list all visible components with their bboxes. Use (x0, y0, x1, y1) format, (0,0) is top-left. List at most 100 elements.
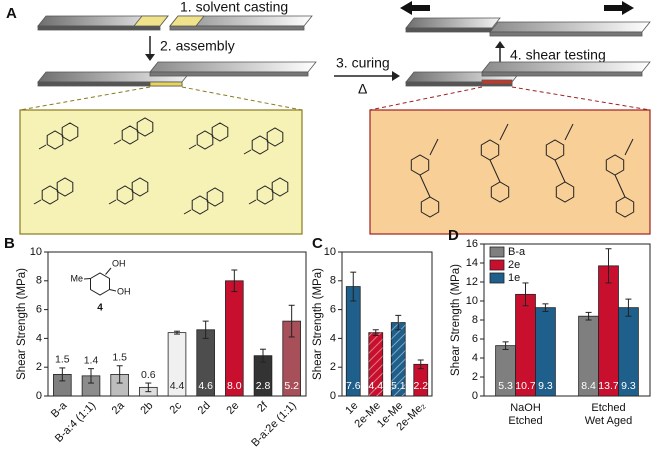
y-axis-title: Shear Strength (MPa) (312, 268, 324, 380)
bond (624, 138, 634, 156)
x-tick-label: 2d (196, 400, 213, 417)
x-tick-label: NaOH (510, 402, 541, 414)
zoom-line (369, 86, 483, 111)
y-tick-label: 12 (466, 276, 478, 288)
ring (191, 195, 209, 215)
value-label: 4.4 (368, 380, 383, 392)
y-tick-label: 10 (30, 246, 42, 258)
zoom-line (181, 86, 303, 111)
value-label: 5.2 (284, 380, 299, 392)
ring (271, 177, 289, 197)
y-tick-label: 2 (472, 371, 478, 383)
value-label: 4.4 (170, 380, 185, 392)
y-tick-label: 2 (36, 361, 42, 373)
assembled-right (405, 61, 651, 87)
bond (113, 139, 122, 145)
zoom-line (511, 86, 651, 111)
ring (136, 117, 154, 137)
y-tick-label: 6 (330, 304, 336, 316)
error-bar (417, 359, 424, 370)
error-bar (350, 271, 357, 302)
error-bar (288, 304, 295, 338)
value-label: 0.6 (141, 369, 156, 381)
y-tick-label: 4 (36, 332, 42, 344)
error-bar (59, 367, 66, 382)
value-label: 1.4 (84, 354, 99, 366)
value-label: 1.5 (55, 354, 70, 366)
bond (564, 123, 574, 141)
y-tick-label: 10 (466, 295, 478, 307)
ring (211, 122, 229, 142)
x-tick-label: Wet Aged (585, 415, 633, 427)
ring (196, 130, 214, 150)
plot-frame (341, 251, 433, 397)
ring (41, 185, 59, 205)
bond (614, 174, 626, 198)
bond (419, 174, 431, 198)
panel-label: D (448, 227, 459, 244)
bar-hatch (368, 332, 383, 396)
ring (256, 185, 274, 205)
x-tick-label: 2b (138, 400, 155, 417)
value-label: 7.6 (346, 380, 361, 392)
error-bar (145, 382, 152, 393)
y-axis-title: Shear Strength (MPa) (16, 268, 28, 380)
bond (489, 159, 501, 183)
legend-swatch (489, 272, 505, 284)
ring (266, 127, 284, 147)
ring (490, 181, 510, 203)
value-label: 9.3 (538, 380, 553, 392)
bond (554, 159, 566, 183)
y-tick-label: 14 (466, 257, 478, 269)
ring (206, 187, 224, 207)
pull-arrow (604, 1, 634, 15)
y-tick-label: 8 (330, 275, 336, 287)
legend-label: 2e (508, 259, 520, 271)
error-bar (625, 298, 632, 317)
step-label: 3. curing (336, 55, 390, 71)
bond (109, 289, 117, 292)
x-tick-label: Etched (508, 415, 542, 427)
panel-label: A (6, 5, 17, 22)
ring (615, 196, 635, 218)
x-tick-label: 2c (167, 399, 184, 416)
value-label: 4.6 (198, 380, 213, 392)
value-label: 8.0 (227, 380, 242, 392)
atom-label: OH (117, 286, 131, 296)
heat-label: Δ (358, 81, 367, 97)
bond (429, 138, 439, 156)
error-bar (88, 368, 94, 384)
arrow-head (392, 71, 400, 81)
y-tick-label: 8 (36, 275, 42, 287)
ring (251, 135, 269, 155)
ring (420, 196, 440, 218)
bond (188, 144, 197, 150)
value-label: 8.4 (581, 380, 596, 392)
substrates-right (405, 17, 651, 37)
value-label: 13.7 (598, 380, 619, 392)
value-label: 2.2 (413, 380, 428, 392)
y-tick-label: 4 (472, 352, 478, 364)
value-label: 2.8 (256, 380, 271, 392)
error-bar (231, 269, 238, 293)
ring (61, 122, 79, 142)
ring (116, 185, 134, 205)
bar (598, 265, 619, 397)
error-bar (605, 248, 612, 284)
x-tick-label: Etched (591, 402, 625, 414)
y-tick-label: 0 (36, 390, 42, 402)
legend-label: B-a (508, 246, 526, 258)
value-label: 5.1 (391, 380, 406, 392)
error-bar (116, 365, 123, 384)
error-bar (585, 311, 592, 321)
x-tick-label: 1e (343, 400, 360, 417)
arrow-head (145, 54, 155, 61)
monomer-box (19, 109, 303, 235)
value-label: 9.3 (621, 380, 636, 392)
y-tick-label: 16 (466, 238, 478, 250)
panel-label: C (312, 235, 323, 252)
y-tick-label: 6 (36, 304, 42, 316)
arrow-head (495, 41, 505, 48)
value-label: 5.3 (498, 380, 513, 392)
